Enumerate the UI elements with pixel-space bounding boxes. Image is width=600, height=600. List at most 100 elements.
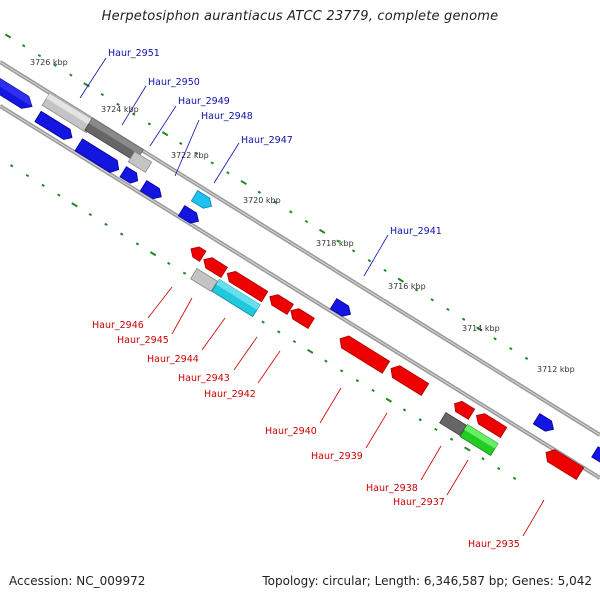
tick-mark [493, 337, 497, 341]
tick-mark [149, 251, 157, 257]
gene-reverse[interactable] [451, 399, 476, 420]
tick-mark [355, 379, 360, 383]
gene-reverse[interactable] [542, 447, 585, 481]
gene-cyan[interactable] [190, 190, 214, 212]
tick-mark [324, 359, 328, 363]
gene-label[interactable]: Haur_2949 [178, 96, 230, 107]
tick-mark [147, 122, 152, 126]
gene-label[interactable]: Haur_2944 [147, 354, 199, 365]
tick-mark [161, 131, 169, 137]
tick-mark [71, 202, 78, 208]
gene-reverse[interactable] [288, 306, 315, 329]
tick-mark [9, 164, 14, 168]
kbp-label: 3716 kbp [388, 282, 426, 291]
gene-label[interactable]: Haur_2940 [265, 426, 317, 437]
kbp-label: 3712 kbp [537, 365, 575, 374]
tick-mark [261, 320, 265, 324]
tick-mark [476, 326, 483, 332]
gene-label[interactable]: Haur_2945 [117, 335, 169, 346]
gene-forward[interactable] [177, 205, 201, 227]
tick-mark [461, 317, 466, 321]
tick-mark [371, 388, 375, 393]
tick-mark [135, 242, 140, 246]
tick-mark [100, 93, 105, 97]
gene-grey[interactable] [190, 268, 218, 292]
tick-mark [524, 356, 529, 360]
gene-grey[interactable] [41, 92, 95, 134]
gene-forward[interactable] [329, 298, 353, 320]
gene-forward[interactable] [139, 180, 164, 202]
gene-forward[interactable] [119, 166, 141, 186]
tick-mark [131, 112, 136, 116]
gene-grey[interactable] [439, 412, 467, 436]
gene-label[interactable]: Haur_2942 [204, 389, 256, 400]
gene-label[interactable]: Haur_2938 [366, 483, 418, 494]
tick-mark [21, 44, 26, 48]
forward-genes [0, 76, 600, 466]
gene-label[interactable]: Haur_2950 [148, 77, 200, 88]
tick-mark [434, 427, 438, 432]
tick-mark [273, 200, 277, 204]
forward-gene-labels: Haur_2951 Haur_2950 Haur_2949 Haur_2948 … [79, 48, 442, 277]
accession-text: Accession: NC_009972 [9, 574, 146, 588]
tick-mark [226, 171, 230, 175]
tick-mark [385, 397, 393, 403]
tick-mark [318, 228, 326, 234]
gene-label[interactable]: Haur_2939 [311, 451, 363, 462]
tick-mark [430, 298, 434, 302]
tick-mark [277, 330, 281, 334]
kbp-label: 3724 kbp [101, 105, 139, 114]
gene-green[interactable] [459, 424, 499, 456]
tick-mark [240, 179, 247, 186]
tick-mark [418, 418, 422, 422]
tick-mark [306, 348, 314, 354]
reverse-genes [188, 244, 585, 481]
tick-mark [37, 53, 42, 58]
tick-mark [351, 249, 356, 253]
gene-label[interactable]: Haur_2946 [92, 320, 144, 331]
tick-mark [57, 193, 61, 197]
tick-mark [4, 33, 12, 39]
gene-reverse[interactable] [336, 333, 391, 374]
gene-label[interactable]: Haur_2941 [390, 226, 442, 237]
tick-mark [53, 63, 57, 67]
tick-mark [449, 437, 454, 441]
gene-grey[interactable] [127, 151, 153, 173]
gene-forward[interactable] [532, 413, 556, 435]
gene-label[interactable]: Haur_2935 [468, 539, 520, 550]
tick-mark [167, 261, 171, 266]
tick-mark [88, 213, 93, 217]
gene-label[interactable]: Haur_2951 [108, 48, 160, 59]
kbp-label: 3726 kbp [30, 58, 68, 67]
tick-mark [182, 271, 187, 275]
gene-reverse[interactable] [473, 410, 508, 439]
tick-mark [292, 339, 297, 344]
gene-label[interactable]: Haur_2943 [178, 373, 230, 384]
kbp-label: 3720 kbp [243, 196, 281, 205]
kbp-label: 3718 kbp [316, 239, 354, 248]
kbp-labels: 3726 kbp 3724 kbp 3722 kbp 3720 kbp 3718… [30, 58, 575, 374]
gene-forward[interactable] [74, 138, 122, 176]
gene-forward[interactable] [34, 110, 75, 142]
outer-tick-marks [4, 33, 529, 360]
tick-mark [304, 219, 309, 224]
gene-reverse[interactable] [188, 244, 207, 262]
gene-reverse[interactable] [267, 292, 294, 315]
gene-reverse[interactable] [224, 268, 269, 303]
gene-cyan[interactable] [211, 278, 261, 318]
gene-label[interactable]: Haur_2948 [201, 111, 253, 122]
gene-forward[interactable] [0, 76, 36, 112]
tick-mark [179, 141, 183, 146]
gene-reverse[interactable] [387, 363, 430, 397]
tick-mark [367, 259, 372, 263]
tick-mark [446, 307, 450, 312]
tick-mark [397, 277, 405, 283]
tick-mark [25, 173, 30, 178]
gene-label[interactable]: Haur_2937 [393, 497, 445, 508]
gene-reverse[interactable] [201, 255, 228, 278]
gene-label[interactable]: Haur_2947 [241, 135, 293, 146]
tick-mark [512, 476, 517, 480]
tick-mark [383, 268, 387, 273]
gene-forward[interactable] [591, 446, 600, 466]
